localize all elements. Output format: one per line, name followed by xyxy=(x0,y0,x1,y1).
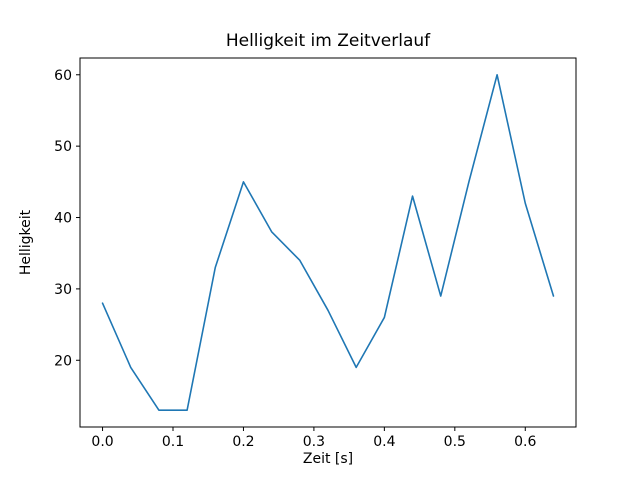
chart-title: Helligkeit im Zeitverlauf xyxy=(226,31,431,51)
plot-background xyxy=(80,58,576,427)
x-tick-label: 0.1 xyxy=(162,434,184,450)
y-tick-label: 20 xyxy=(54,353,72,369)
x-tick-label: 0.4 xyxy=(373,434,395,450)
y-tick-label: 40 xyxy=(54,211,72,227)
y-axis-label: Helligkeit xyxy=(18,209,34,275)
y-tick-label: 50 xyxy=(54,139,72,155)
x-tick-label: 0.2 xyxy=(232,434,254,450)
data-line xyxy=(101,73,555,412)
x-axis-label: Zeit [s] xyxy=(303,451,353,467)
axes-frame xyxy=(79,57,577,428)
y-tick-label: 30 xyxy=(54,282,72,298)
x-tick-label: 0.6 xyxy=(514,434,536,450)
x-tick-label: 0.3 xyxy=(303,434,325,450)
y-tick-label: 60 xyxy=(54,68,72,84)
plot-content: 0.0 0.1 0.2 0.3 0.4 0.5 0.6 20 30 40 50 60 xyxy=(54,68,555,450)
x-tick-label: 0.5 xyxy=(444,434,466,450)
x-tick-label: 0.0 xyxy=(91,434,113,450)
